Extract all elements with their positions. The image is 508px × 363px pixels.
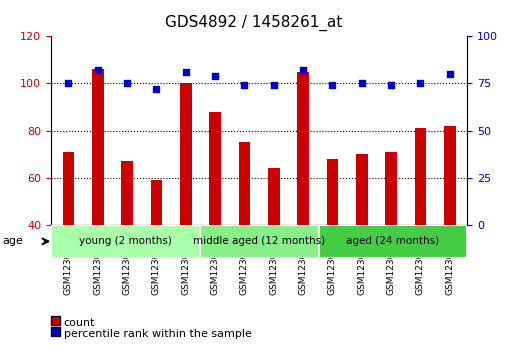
Bar: [92, 69, 104, 225]
Point: [182, 69, 190, 75]
Bar: [121, 161, 133, 225]
Point: [65, 81, 73, 86]
Bar: [297, 72, 309, 225]
Point: [299, 68, 307, 73]
Point: [387, 82, 395, 88]
Point: [211, 73, 219, 79]
Text: middle aged (12 months): middle aged (12 months): [193, 236, 325, 246]
Text: aged (24 months): aged (24 months): [346, 236, 439, 246]
Bar: [327, 159, 338, 225]
Text: age: age: [3, 236, 23, 246]
Bar: [356, 154, 368, 225]
Point: [328, 82, 336, 88]
Text: GDS4892 / 1458261_at: GDS4892 / 1458261_at: [165, 15, 343, 31]
FancyBboxPatch shape: [200, 225, 319, 258]
Point: [152, 86, 161, 92]
Bar: [268, 168, 279, 225]
FancyBboxPatch shape: [51, 225, 200, 258]
Bar: [209, 112, 221, 225]
FancyBboxPatch shape: [319, 225, 467, 258]
Bar: [415, 128, 426, 225]
Point: [417, 81, 425, 86]
Text: young (2 months): young (2 months): [79, 236, 172, 246]
Text: count: count: [64, 318, 95, 328]
Text: percentile rank within the sample: percentile rank within the sample: [64, 329, 251, 339]
Point: [358, 81, 366, 86]
Bar: [444, 126, 456, 225]
Point: [446, 71, 454, 77]
Point: [123, 81, 131, 86]
Bar: [180, 83, 192, 225]
Point: [240, 82, 248, 88]
Bar: [150, 180, 162, 225]
Point: [270, 82, 278, 88]
Bar: [239, 142, 250, 225]
Bar: [62, 152, 74, 225]
Point: [93, 68, 102, 73]
Bar: [385, 152, 397, 225]
